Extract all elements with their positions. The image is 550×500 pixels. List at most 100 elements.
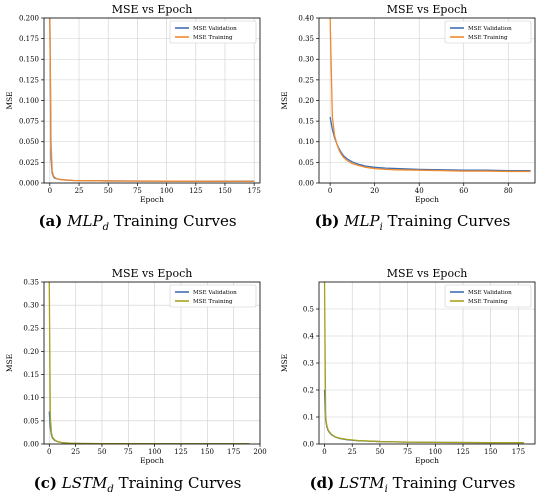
chart-d-xtick-label-5: 125 <box>456 448 469 456</box>
chart-a-svg: 0 25 50 75 100 125 150 175 0.000 0.025 0.050 0.075 0… <box>5 3 261 204</box>
chart-b-ytick-label-4: 0.20 <box>298 97 314 105</box>
chart-c-xtick-label-1: 25 <box>71 448 80 456</box>
chart-d-ylabel: MSE <box>280 354 289 372</box>
chart-a-ytick-label-2: 0.050 <box>19 138 39 146</box>
chart-c-ytick-label-0: 0.00 <box>23 440 39 448</box>
chart-c-xtick-label-2: 50 <box>97 448 106 456</box>
chart-a-ytick-label-3: 0.075 <box>19 118 39 126</box>
caption-b: (b) MLPi Training Curves <box>275 212 550 233</box>
chart-d-ytick-label-0: 0.0 <box>303 440 314 448</box>
caption-d-rest: Training Curves <box>392 474 516 492</box>
chart-a-legend-label-1: MSE Training <box>193 35 233 41</box>
chart-a-series-line-1 <box>49 18 255 182</box>
chart-d-xlabel: Epoch <box>415 456 439 465</box>
caption-a-rest: Training Curves <box>113 212 237 230</box>
chart-d-legend-box <box>444 284 532 308</box>
chart-d-xtick-label-3: 75 <box>403 448 412 456</box>
caption-d: (d) LSTMi Training Curves <box>275 474 550 495</box>
chart-c-ytick-label-4: 0.20 <box>23 348 39 356</box>
caption-b-sub: i <box>379 222 383 233</box>
chart-b-xtick-label-3: 60 <box>459 187 468 195</box>
caption-c-rest: Training Curves <box>118 474 242 492</box>
chart-a-ytick-label-1: 0.025 <box>19 159 39 167</box>
chart-a-xtick-label-2: 50 <box>104 187 113 195</box>
chart-b-legend-label-0: MSE Validation <box>468 26 512 32</box>
chart-c-legend-label-1: MSE Training <box>193 299 233 305</box>
chart-d-series-line-0 <box>323 389 524 444</box>
chart-d-xtick-label-6: 150 <box>484 448 497 456</box>
chart-b-ytick-label-8: 0.40 <box>298 14 314 22</box>
chart-c-xlabel: Epoch <box>140 456 164 465</box>
chart-c-xtick-label-3: 75 <box>124 448 133 456</box>
chart-a-ytick-label-4: 0.100 <box>19 97 39 105</box>
chart-d-xtick-label-0: 0 <box>322 448 326 456</box>
chart-c-series-line-0 <box>48 411 250 444</box>
chart-b-ytick-label-6: 0.30 <box>298 56 314 64</box>
chart-c-xtick-label-6: 150 <box>201 448 214 456</box>
chart-b-ytick-label-0: 0.00 <box>298 179 314 187</box>
chart-b-ylabel: MSE <box>280 91 289 109</box>
chart-d-xtick-label-7: 175 <box>512 448 525 456</box>
chart-panel-d: 0 25 50 75 100 125 150 175 0.0 0.1 0.2 0.3 0.4 0.5 MSE… <box>275 262 550 467</box>
caption-c: (c) LSTMd Training Curves <box>0 474 275 495</box>
chart-c-ytick-label-6: 0.30 <box>23 302 39 310</box>
chart-c-ytick-label-3: 0.15 <box>23 371 39 379</box>
chart-d-svg: 0 25 50 75 100 125 150 175 0.0 0.1 0.2 0.3 0.4 0.5 MSE… <box>280 267 536 465</box>
caption-c-sub: d <box>107 484 114 495</box>
chart-c-xtick-label-8: 200 <box>253 448 266 456</box>
caption-a: (a) MLPd Training Curves <box>0 212 275 233</box>
caption-b-model: MLP <box>344 212 380 230</box>
chart-b-xtick-label-2: 40 <box>415 187 424 195</box>
chart-a-legend-box <box>169 20 257 44</box>
chart-c-xtick-label-7: 175 <box>227 448 240 456</box>
chart-d-ytick-label-1: 0.1 <box>303 413 314 421</box>
chart-d-legend-label-0: MSE Validation <box>468 290 512 296</box>
chart-b-svg: 0 20 40 60 80 0.00 0.05 0.10 0.15 0.20 0.25 0.30 0.3… <box>280 3 536 204</box>
chart-b-legend-box <box>444 20 532 44</box>
caption-d-model: LSTM <box>339 474 385 492</box>
caption-b-letter: (b) <box>314 212 340 230</box>
caption-a-sub: d <box>102 222 109 233</box>
chart-d-xtick-label-2: 50 <box>375 448 384 456</box>
chart-c-xtick-label-4: 100 <box>148 448 161 456</box>
chart-panel-a: 0 25 50 75 100 125 150 175 0.000 0.025 0.050 0.075 0… <box>0 0 275 204</box>
caption-a-letter: (a) <box>38 212 63 230</box>
chart-a-ytick-label-0: 0.000 <box>19 179 39 187</box>
chart-d-title: MSE vs Epoch <box>387 267 468 280</box>
caption-c-model: LSTM <box>61 474 108 492</box>
chart-d-ytick-label-5: 0.5 <box>303 305 314 313</box>
chart-b-ytick-label-7: 0.35 <box>298 35 314 43</box>
chart-b-ytick-label-1: 0.05 <box>298 159 314 167</box>
chart-a-xtick-label-7: 175 <box>247 187 260 195</box>
chart-c-legend-box <box>169 284 257 308</box>
chart-d-series-line-1 <box>323 282 524 444</box>
chart-a-ytick-label-7: 0.175 <box>19 35 39 43</box>
chart-a-title: MSE vs Epoch <box>112 3 193 16</box>
chart-b-title: MSE vs Epoch <box>387 3 468 16</box>
chart-c-ytick-label-2: 0.10 <box>23 394 39 402</box>
chart-c-svg: 0 25 50 75 100 125 150 175 200 0.00 0.05 0.10 0.15 0.… <box>5 267 267 465</box>
chart-c-legend-label-0: MSE Validation <box>193 290 237 296</box>
chart-c-ylabel: MSE <box>5 354 14 372</box>
chart-d-ytick-label-2: 0.2 <box>303 386 314 394</box>
caption-c-letter: (c) <box>33 474 57 492</box>
chart-a-xtick-label-1: 25 <box>75 187 84 195</box>
chart-c-ytick-label-7: 0.35 <box>23 278 39 286</box>
chart-a-xtick-label-4: 100 <box>160 187 173 195</box>
chart-a-ytick-label-6: 0.150 <box>19 56 39 64</box>
chart-c-title: MSE vs Epoch <box>112 267 193 280</box>
chart-a-ylabel: MSE <box>5 91 14 109</box>
chart-panel-b: 0 20 40 60 80 0.00 0.05 0.10 0.15 0.20 0.25 0.30 0.3… <box>275 0 550 204</box>
caption-d-letter: (d) <box>309 474 335 492</box>
chart-b-legend-label-1: MSE Training <box>468 35 508 41</box>
chart-a-xlabel: Epoch <box>140 195 164 204</box>
chart-a-ytick-label-5: 0.125 <box>19 76 39 84</box>
chart-b-xtick-label-0: 0 <box>328 187 332 195</box>
chart-a-legend-label-0: MSE Validation <box>193 26 237 32</box>
chart-d-ytick-label-3: 0.3 <box>303 359 314 367</box>
caption-d-sub: i <box>384 484 388 495</box>
chart-c-xtick-label-0: 0 <box>47 448 51 456</box>
caption-b-rest: Training Curves <box>387 212 511 230</box>
chart-d-xtick-label-4: 100 <box>429 448 442 456</box>
chart-d-ytick-label-4: 0.4 <box>303 332 315 340</box>
